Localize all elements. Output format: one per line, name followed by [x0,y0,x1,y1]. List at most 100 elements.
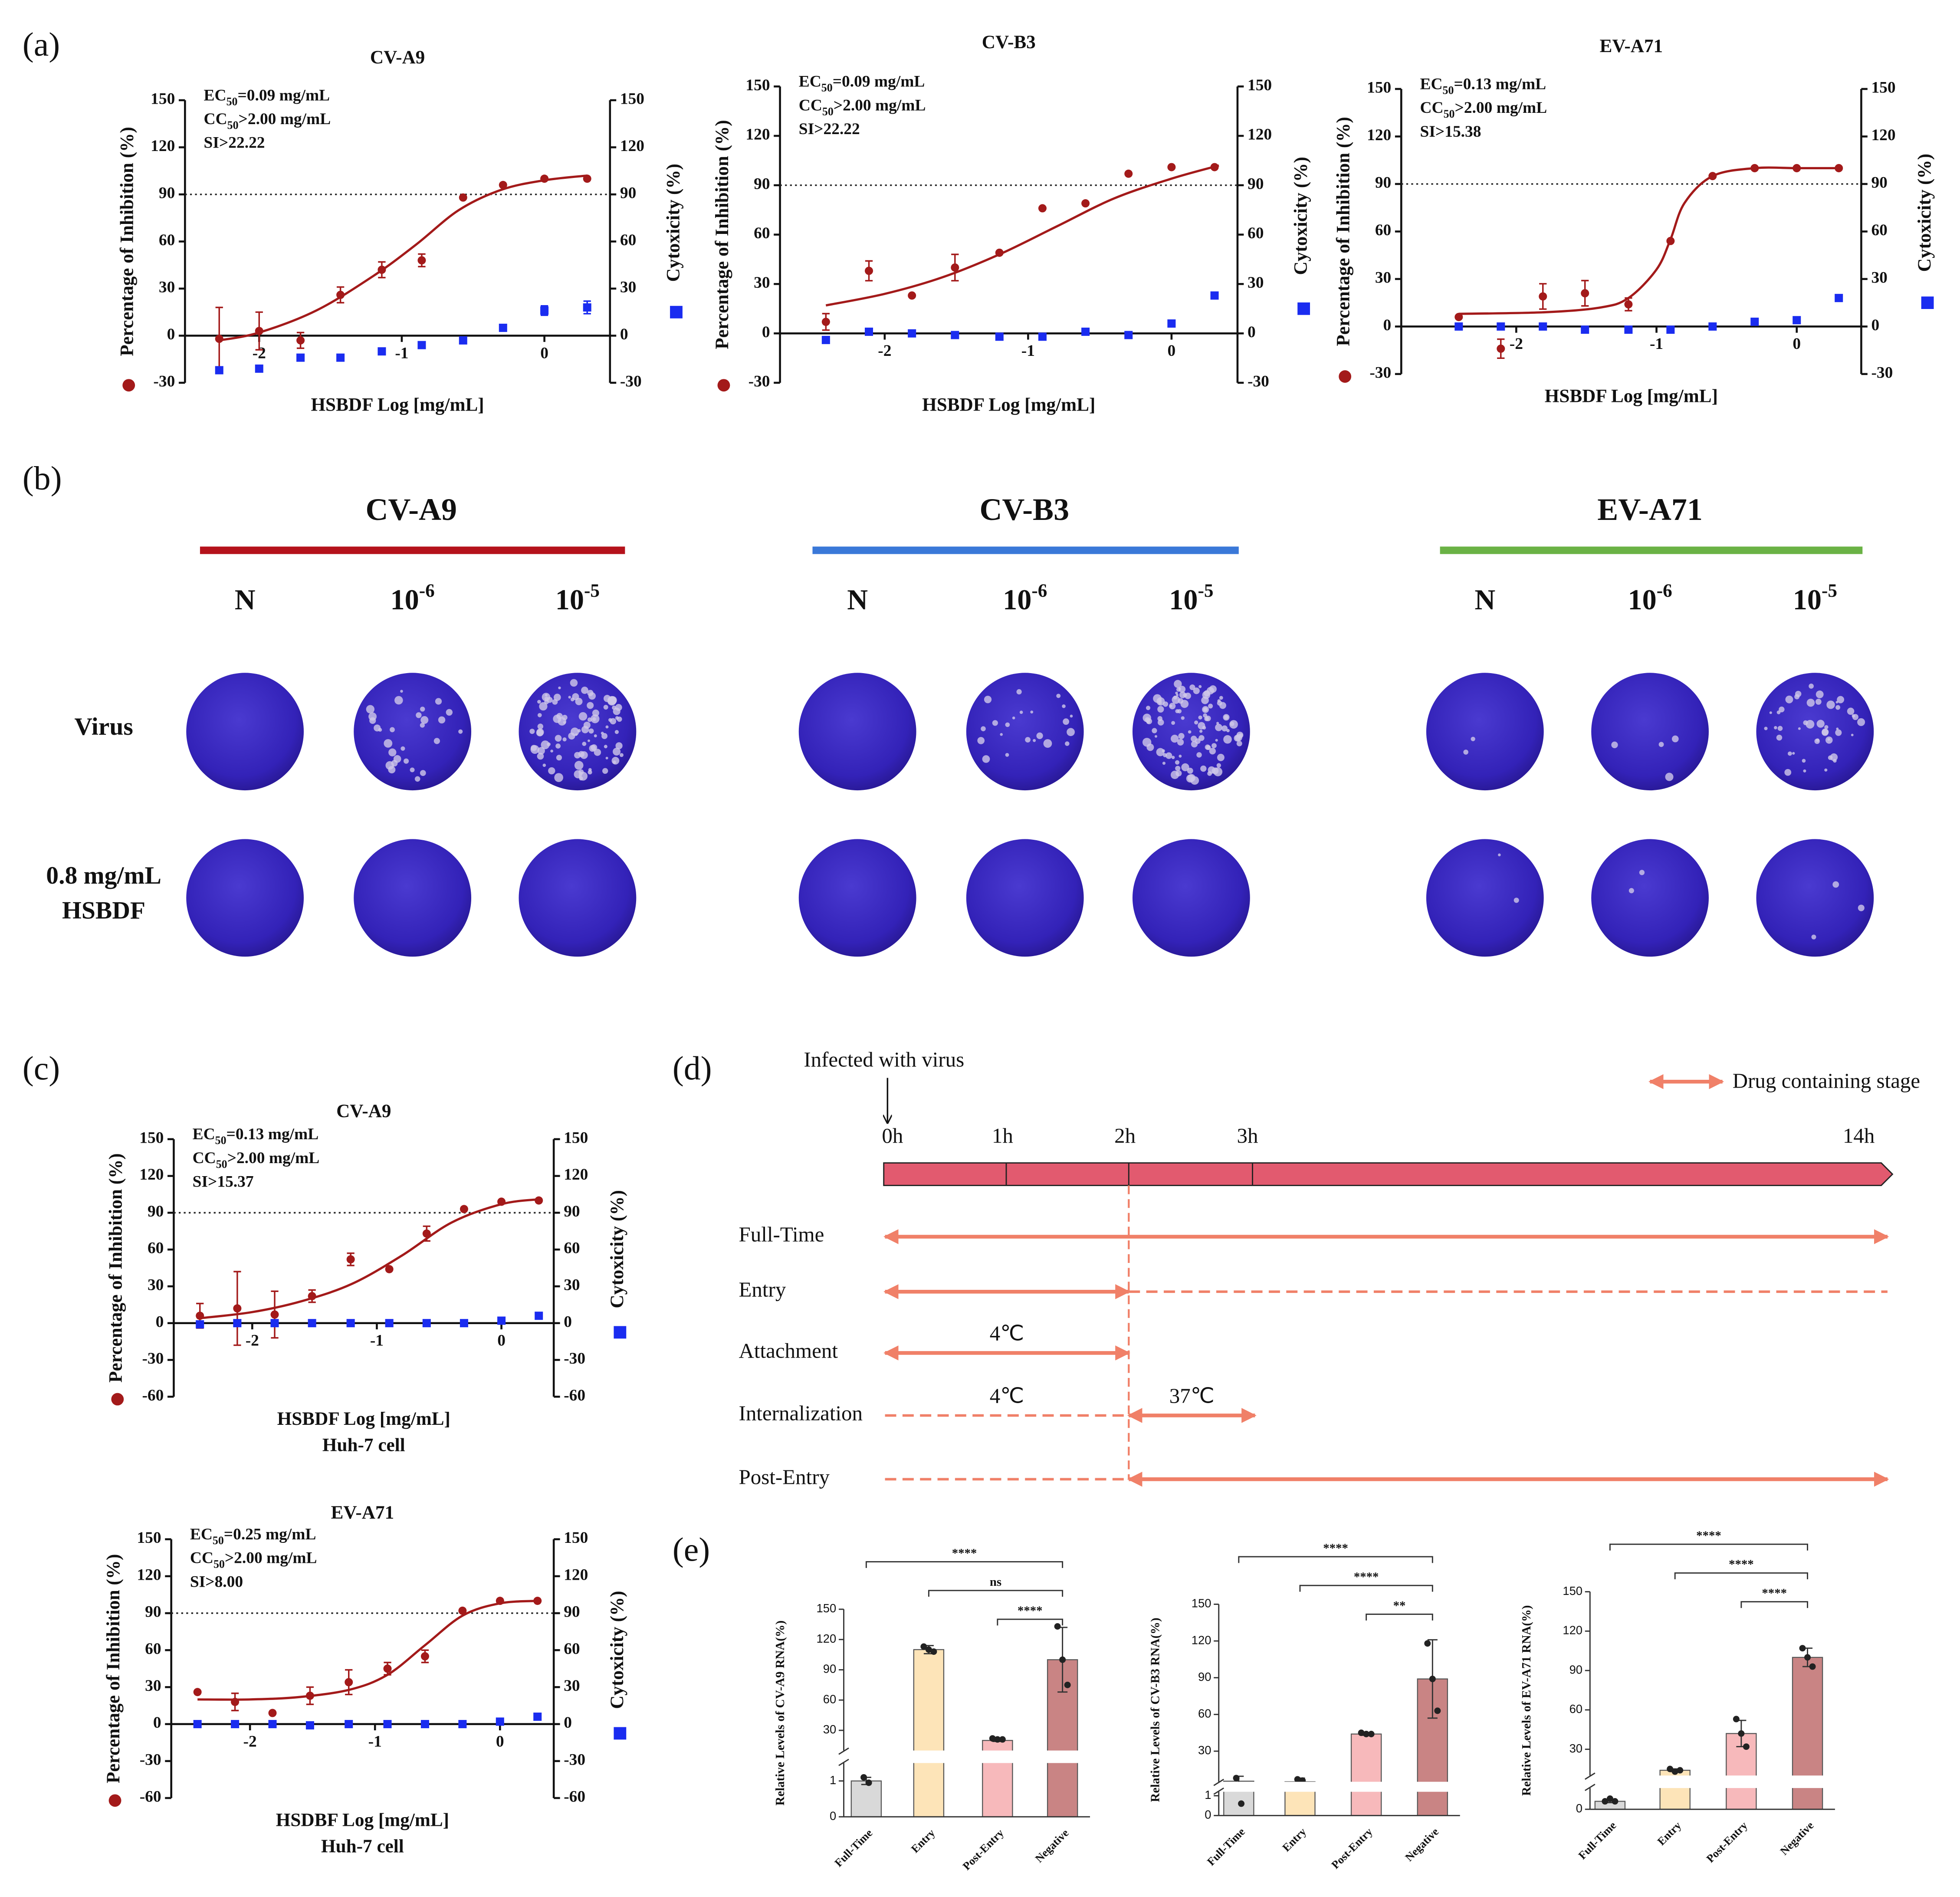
y2-tick-label: -60 [564,1387,585,1404]
y-tick-label: 120 [1192,1633,1211,1647]
data-point [1708,322,1717,331]
plaque [1184,692,1191,699]
annotation-part: CC [1420,99,1444,117]
plaque [1236,731,1244,739]
data-point [496,1717,504,1726]
data-point [1539,292,1547,301]
plaque [1188,730,1192,734]
x-tick-label: -2 [878,342,891,360]
y2-tick-label: 120 [620,137,644,155]
annotation-part: SI>15.38 [1420,122,1481,140]
plaque [1005,722,1010,727]
plaque [1806,698,1815,707]
plaque [1213,767,1223,776]
plaque [1062,704,1066,708]
data-point [951,263,959,272]
y-tick-label: 1 [830,1773,836,1787]
annotation-part: 50 [213,1534,224,1547]
y-axis-label: Relative Levels of CV-B3 RNA(%) [1148,1618,1162,1802]
data-point [383,1720,392,1729]
y-tick-label: 60 [754,224,770,242]
plaque [555,735,562,742]
data-point [496,1597,504,1605]
y2-tick-label: 30 [564,1677,580,1695]
plaque [1178,698,1184,704]
annotation: EC50=0.25 mg/mL [190,1525,316,1547]
dilution-label: N [1474,584,1495,616]
annotation-part: SI>15.37 [193,1173,254,1190]
culture-dish [966,839,1084,957]
plaque [384,739,393,748]
data-point [1602,1798,1609,1805]
plaque [575,697,583,705]
y-tick-label: 0 [167,325,175,343]
axis-break-gap [1208,1782,1460,1792]
x-axis-label: Huh-7 cell [322,1434,405,1455]
plaque [1175,760,1180,765]
data-point [1738,1730,1745,1737]
plaque [1837,696,1845,704]
y-tick-label: 150 [1192,1597,1211,1610]
x-tick-label: Full-Time [1205,1825,1248,1868]
annotation-part: CC [193,1149,216,1167]
annotation-part: 50 [821,82,833,94]
y-axis-label: Relative Levels of EV-A71 RNA(%) [1520,1605,1533,1796]
plaque [992,720,998,726]
data-point [1124,169,1133,178]
data-point [1124,331,1133,339]
axis-break-mark [1213,1779,1225,1786]
plaque [1177,739,1184,746]
legend-marker [122,379,135,392]
plaque [1209,685,1217,693]
plaque [393,755,401,763]
plaque [1179,686,1186,693]
data-point [231,1697,240,1706]
plaque [1803,720,1808,725]
y-tick-label: -30 [749,373,770,391]
plaque [603,695,611,702]
plaque [1835,705,1840,710]
plaque [1181,716,1185,720]
dilution-base: N [847,584,868,616]
plaque [374,724,381,732]
plaque [1777,726,1783,731]
annotation: SI>22.22 [799,120,860,138]
y-tick-label: 90 [823,1662,836,1676]
dilution-base: N [1474,584,1495,616]
significance-label: **** [1729,1558,1754,1572]
annotation-part: EC [190,1525,213,1543]
annotation-part: >2.00 mg/mL [227,1149,320,1167]
plaque [537,713,542,717]
dilution-base: 10 [1793,584,1822,616]
significance-label: **** [1323,1541,1348,1555]
plaque [577,729,581,733]
plaque [592,709,599,717]
plaque [1814,738,1820,744]
plaque [1198,685,1202,688]
y-tick-label: 60 [1569,1702,1582,1716]
y2-axis-label: Cytoxicity (%) [607,1591,627,1709]
annotation: SI>15.37 [193,1173,254,1190]
plaque [588,770,592,775]
annotation-part: 50 [1443,84,1454,97]
annotation: EC50=0.09 mg/mL [799,72,925,94]
annotation: CC50>2.00 mg/mL [204,110,331,132]
plaque [1639,870,1645,875]
plaque [1198,735,1205,741]
data-point [459,193,467,202]
y2-tick-label: -30 [564,1350,585,1368]
plaque [1157,719,1164,726]
y2-tick-label: -30 [1871,364,1893,381]
plaque [1171,756,1175,759]
data-point [1733,1716,1740,1723]
plaque [1671,735,1679,743]
plaque [1179,754,1182,758]
y-tick-label: 30 [145,1677,161,1695]
data-point [417,341,426,349]
data-point [1368,1730,1375,1737]
plaque [1200,765,1207,772]
data-point [989,1735,996,1742]
legend-marker [111,1393,124,1406]
plaque [556,755,562,761]
data-point [233,1304,242,1313]
